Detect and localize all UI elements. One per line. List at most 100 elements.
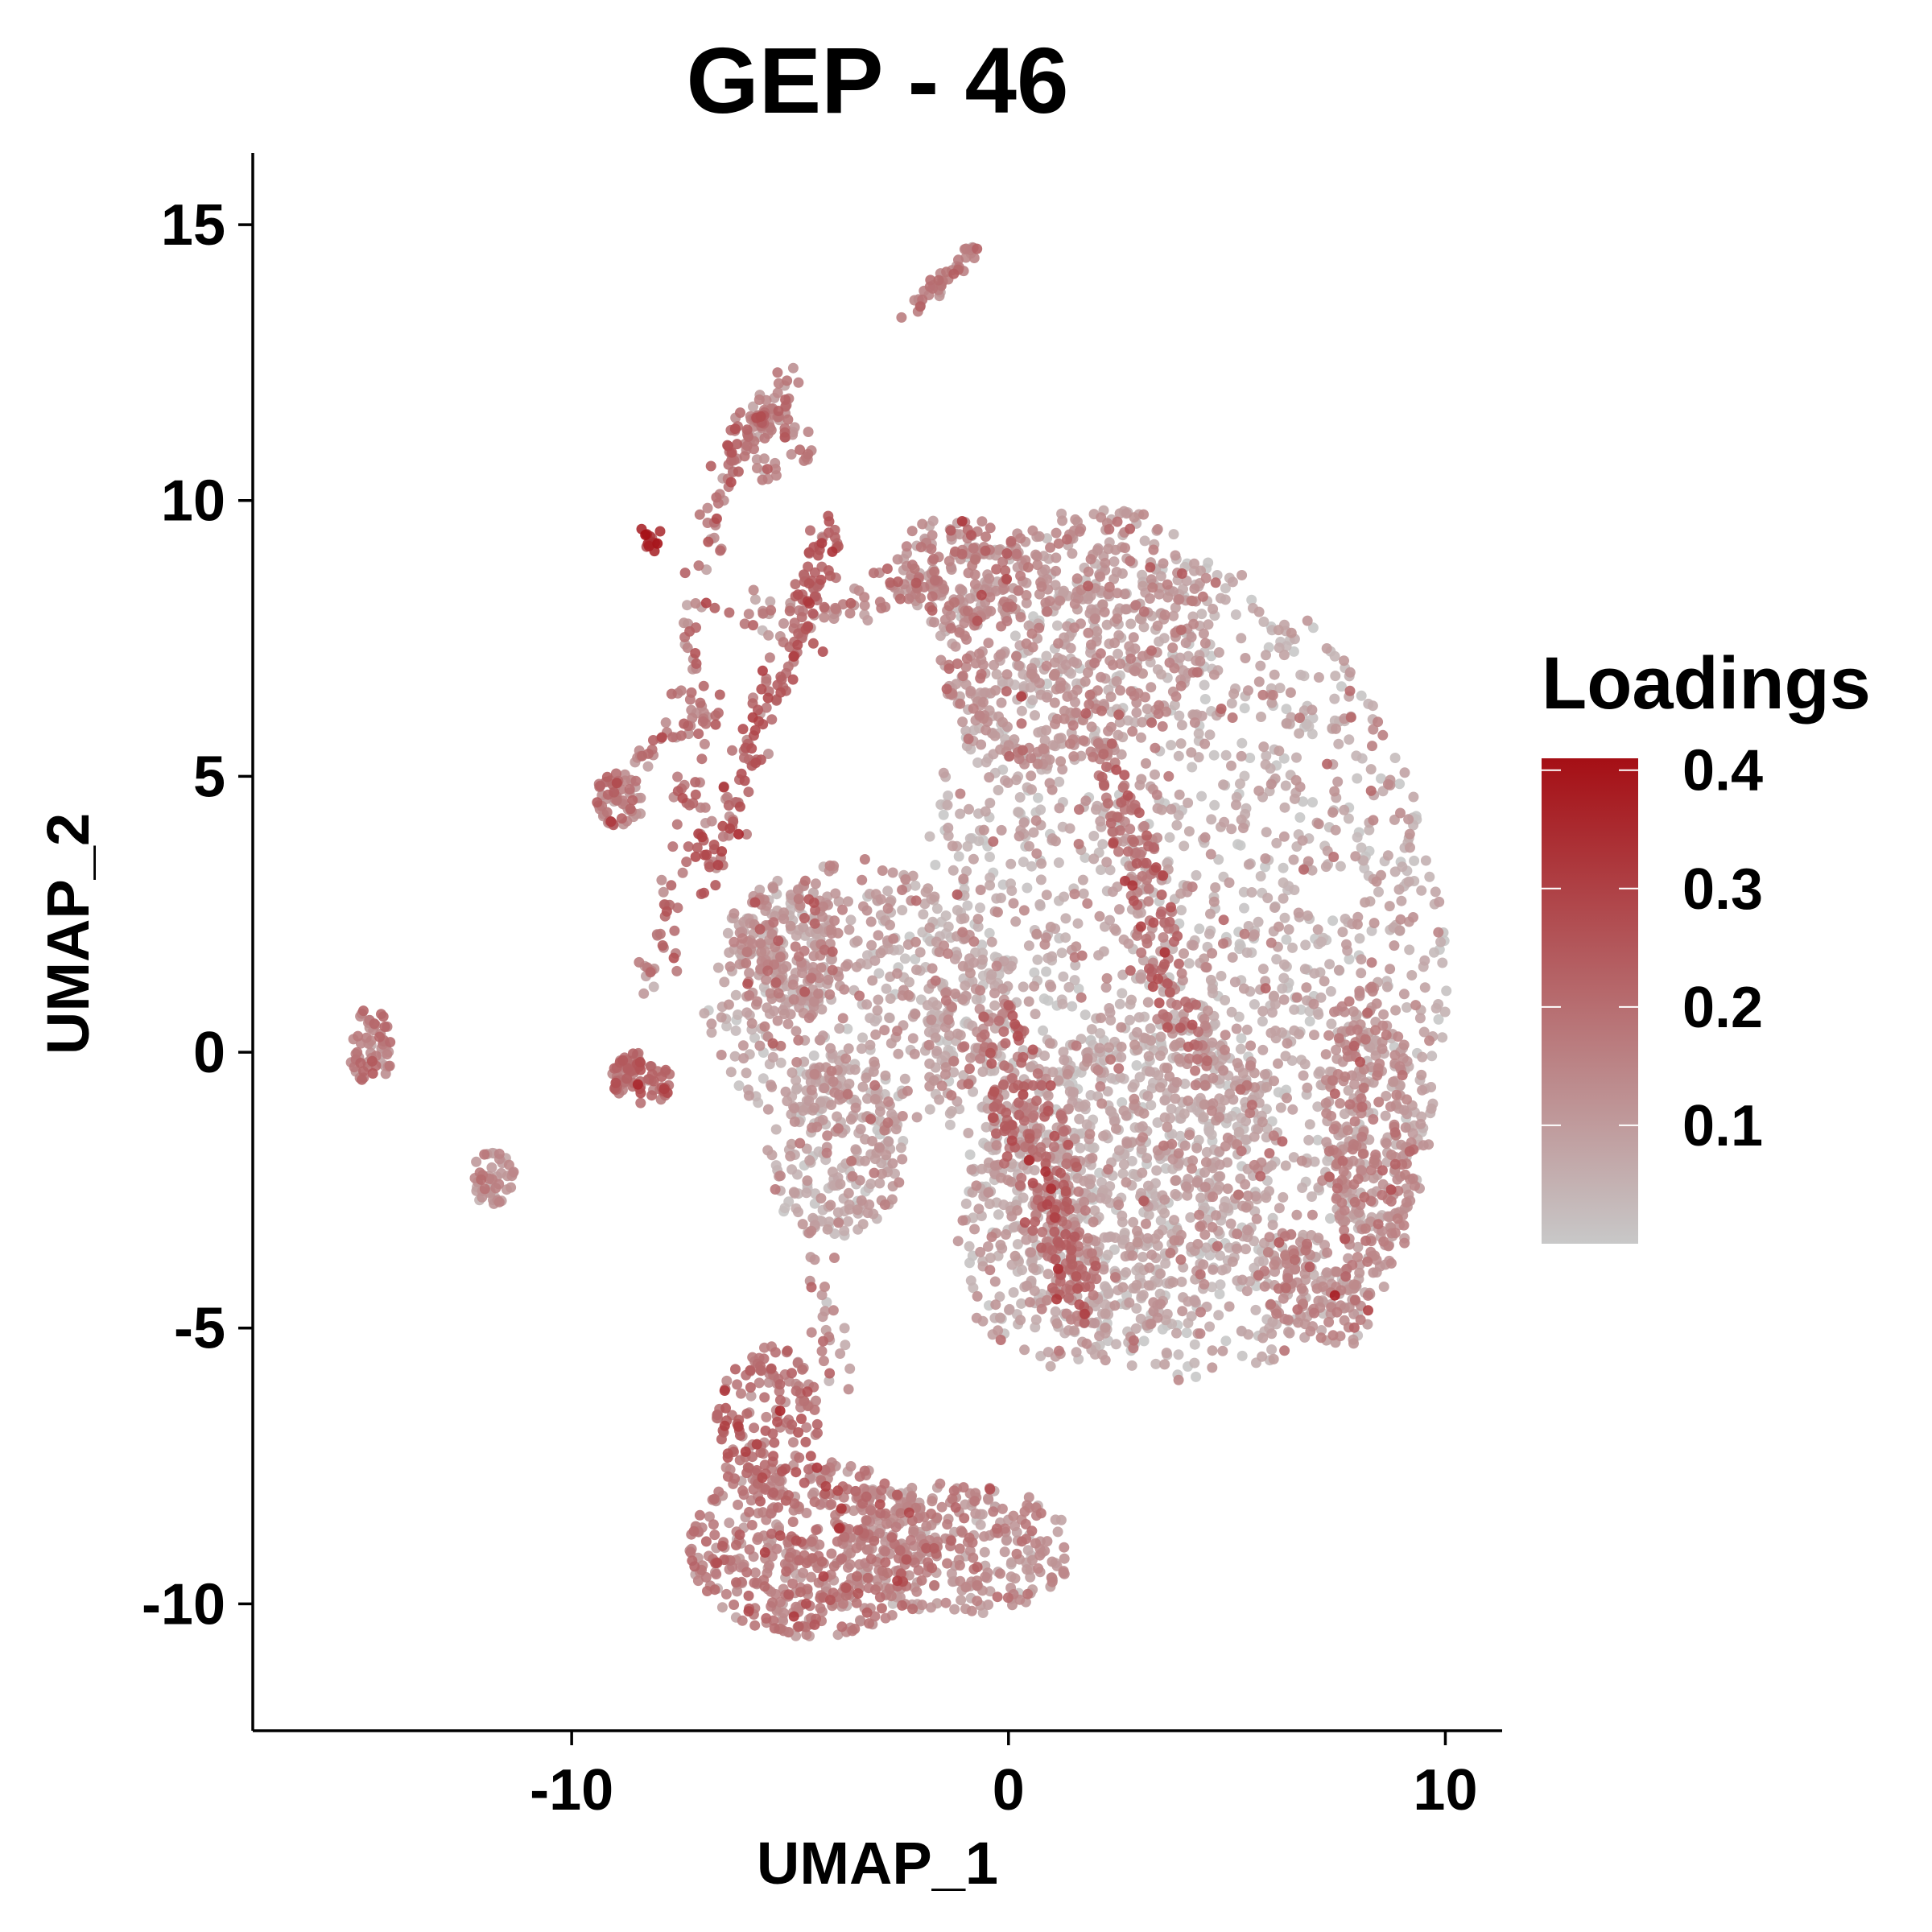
data-point — [1205, 974, 1216, 985]
data-point — [1289, 885, 1300, 895]
data-point — [753, 394, 765, 405]
data-point — [1208, 1191, 1218, 1203]
data-point — [1036, 858, 1047, 869]
data-point — [1229, 976, 1241, 988]
data-point — [927, 963, 938, 974]
data-point — [1022, 1280, 1033, 1291]
data-point — [1159, 1194, 1170, 1205]
data-point — [901, 541, 912, 552]
data-point — [682, 600, 692, 611]
data-point — [1027, 525, 1038, 536]
data-point — [1256, 712, 1266, 722]
data-point — [1339, 804, 1350, 815]
data-point — [638, 988, 650, 999]
data-point — [1030, 710, 1040, 721]
data-point — [809, 1068, 820, 1080]
data-point — [1261, 827, 1272, 838]
data-point — [1257, 1332, 1269, 1344]
data-point — [1224, 1088, 1236, 1100]
data-point — [983, 638, 994, 649]
data-point — [944, 1119, 956, 1130]
data-point — [1189, 709, 1200, 720]
data-point — [1019, 1344, 1030, 1356]
data-point — [1071, 1203, 1083, 1214]
data-point — [881, 983, 892, 994]
data-point — [1365, 1246, 1377, 1257]
data-point — [980, 724, 992, 736]
data-point — [1257, 1016, 1268, 1027]
data-point — [824, 860, 836, 871]
data-point — [1279, 1314, 1290, 1324]
data-point — [1173, 1374, 1184, 1385]
data-point — [887, 1158, 898, 1169]
data-point — [721, 1375, 733, 1386]
data-point — [1117, 988, 1128, 999]
data-point — [1348, 1338, 1359, 1349]
data-point — [1052, 620, 1063, 631]
data-point — [1191, 1371, 1202, 1382]
data-point — [1416, 1069, 1427, 1080]
data-point — [1005, 960, 1017, 972]
data-point — [1029, 1286, 1040, 1296]
data-point — [1302, 1082, 1313, 1093]
data-point — [1021, 1234, 1032, 1245]
data-point — [1231, 1023, 1242, 1034]
data-point — [1131, 1279, 1142, 1290]
data-point — [791, 1026, 802, 1037]
data-point — [985, 1586, 996, 1597]
data-point — [1125, 618, 1137, 630]
data-point — [990, 1299, 1001, 1311]
data-point — [1054, 776, 1065, 787]
data-point — [1031, 551, 1042, 562]
data-point — [1328, 1124, 1340, 1135]
data-point — [1410, 1000, 1422, 1011]
data-point — [1096, 865, 1106, 875]
data-point — [904, 976, 914, 988]
data-point — [897, 1111, 908, 1121]
data-point — [843, 1043, 854, 1055]
data-point — [706, 1027, 717, 1038]
data-point — [1033, 1563, 1044, 1574]
data-point — [1009, 1521, 1020, 1532]
data-point — [1064, 823, 1075, 834]
data-point — [832, 1629, 844, 1641]
data-point — [723, 999, 734, 1010]
data-point — [1166, 803, 1177, 815]
data-point — [929, 617, 939, 628]
data-point — [1115, 1071, 1126, 1083]
data-point — [1085, 554, 1096, 565]
data-point — [980, 757, 992, 768]
data-point — [844, 924, 855, 935]
data-point — [910, 936, 921, 947]
data-point — [1356, 954, 1367, 965]
data-point — [749, 1567, 761, 1579]
data-point — [957, 994, 968, 1005]
data-point — [940, 910, 952, 921]
data-point — [843, 896, 853, 907]
data-point — [1152, 524, 1163, 535]
data-point — [733, 1009, 743, 1020]
data-point — [1049, 657, 1060, 668]
data-point — [1281, 718, 1292, 729]
data-point — [1330, 671, 1341, 682]
data-point — [957, 716, 968, 728]
data-point — [1070, 960, 1081, 971]
data-point — [923, 883, 934, 894]
data-point — [1001, 1535, 1012, 1546]
data-point — [716, 1050, 727, 1060]
data-point — [493, 1196, 505, 1208]
data-point — [1183, 826, 1195, 837]
data-point — [816, 1290, 828, 1301]
data-point — [983, 1187, 994, 1198]
data-point — [1012, 1205, 1023, 1216]
data-point — [1193, 752, 1204, 763]
data-point — [819, 1083, 830, 1094]
data-point — [1257, 1044, 1269, 1055]
data-point — [1016, 1298, 1027, 1309]
data-point — [970, 1508, 981, 1519]
data-point — [855, 1124, 866, 1135]
data-point — [748, 584, 759, 596]
data-point — [737, 933, 748, 944]
data-point — [1023, 1492, 1034, 1503]
data-point — [772, 387, 783, 398]
